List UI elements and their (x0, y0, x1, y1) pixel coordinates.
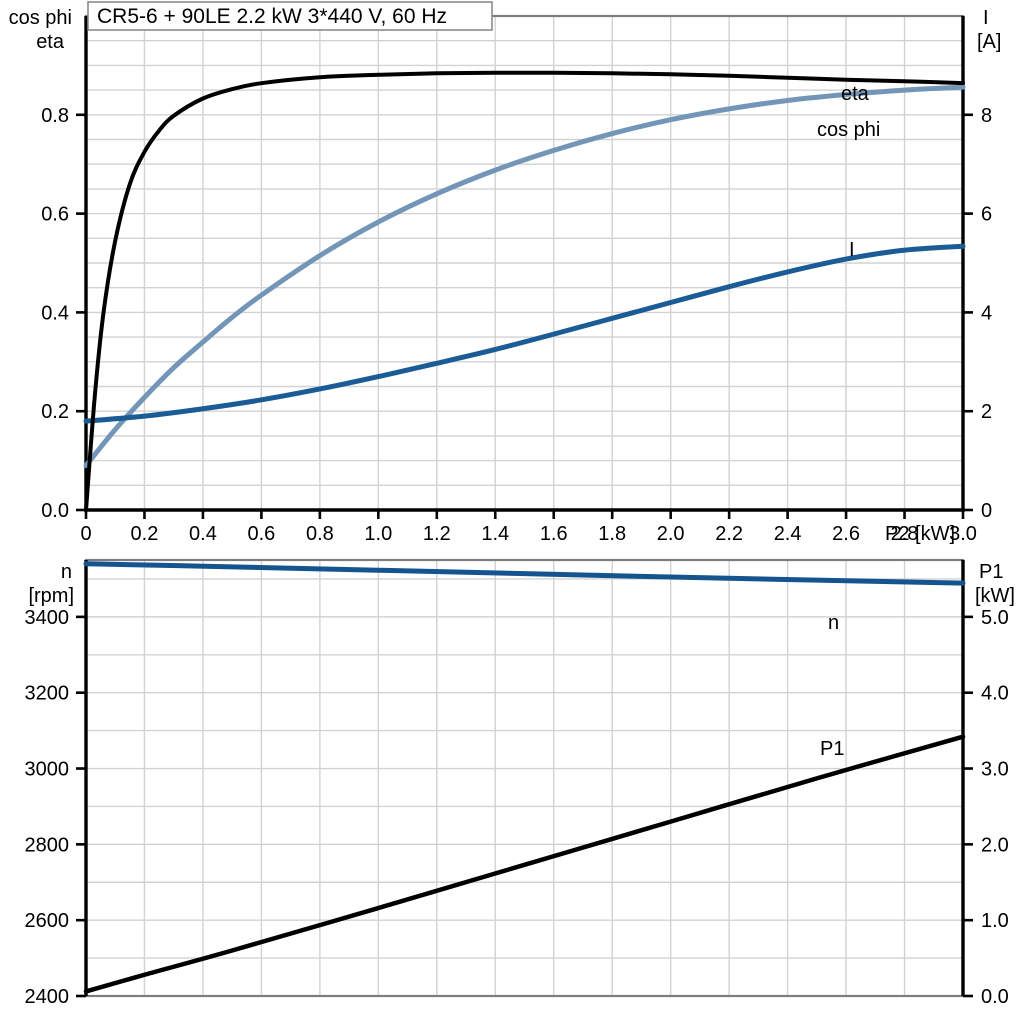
tick-label-right: 5.0 (981, 607, 1009, 629)
tick-label-left: 2600 (25, 910, 70, 932)
tick-label-left: 0.6 (41, 204, 69, 226)
tick-label-right: 1.0 (981, 910, 1009, 932)
curve-label-cos-phi: cos phi (817, 119, 880, 141)
chart-title-text: CR5-6 + 90LE 2.2 kW 3*440 V, 60 Hz (97, 5, 447, 28)
tick-label-left: 0.2 (41, 401, 69, 423)
tick-label-x: 1.6 (540, 523, 568, 545)
top-right-axis-title-line2: [A] (977, 31, 1001, 53)
tick-label-x: 1.8 (598, 523, 626, 545)
top-chart-gridlines (85, 15, 964, 511)
top-chart-curves (83, 70, 966, 512)
tick-label-right: 2.0 (981, 834, 1009, 856)
tick-label-x: 2.8 (891, 523, 919, 545)
tick-label-right: 0.0 (981, 986, 1009, 1008)
bottom-chart-left-axis-ticks: 2400 2600 2800 3000 3200 3400 (25, 607, 86, 1008)
tick-label-left: 3400 (25, 607, 70, 629)
curve-label-eta: eta (841, 83, 870, 105)
top-left-axis-title-line2: eta (36, 31, 65, 53)
curve-p1 (83, 734, 966, 994)
tick-label-right: 3.0 (981, 759, 1009, 781)
tick-label-x: 0.8 (306, 523, 334, 545)
tick-label-left: 2400 (25, 986, 70, 1008)
bottom-left-axis-title-line1: n (61, 561, 72, 583)
tick-label-x: 2.6 (832, 523, 860, 545)
curve-current (83, 243, 966, 424)
curve-label-p1: P1 (820, 738, 844, 760)
tick-label-right: 4 (981, 302, 992, 324)
tick-label-x: 2.4 (774, 523, 802, 545)
tick-label-x: 1.0 (364, 523, 392, 545)
tick-label-x: 0 (80, 523, 91, 545)
tick-label-x: 2.2 (715, 523, 743, 545)
bottom-chart-right-axis-ticks: 0.0 1.0 2.0 3.0 4.0 5.0 (963, 607, 1009, 1008)
tick-label-right: 8 (981, 105, 992, 127)
tick-label-x: 3.0 (949, 523, 977, 545)
bottom-left-axis-title-line2: [rpm] (28, 585, 74, 607)
chart-title-box-border (87, 1, 493, 31)
curve-speed (83, 561, 966, 586)
tick-label-left: 0.0 (41, 500, 69, 522)
bottom-right-axis-title-line1: P1 (979, 561, 1003, 583)
curve-eta (84, 70, 965, 512)
bottom-right-axis-title-line2: [kW] (975, 585, 1015, 607)
top-chart-panel: 0.0 0.2 0.4 0.6 0.8 0 2 4 6 8 0 0.2 0.4 0.6 0.8 1.0 1.2 1… (9, 1, 1001, 545)
curve-label-speed: n (828, 612, 839, 634)
tick-label-left: 3000 (25, 759, 70, 781)
curve-cos-phi (83, 84, 966, 469)
tick-label-right: 4.0 (981, 683, 1009, 705)
tick-label-left: 2800 (25, 834, 70, 856)
tick-label-left: 3200 (25, 683, 70, 705)
tick-label-x: 1.2 (423, 523, 451, 545)
top-right-axis-title-line1: I (983, 7, 989, 29)
tick-label-x: 0.4 (189, 523, 217, 545)
tick-label-right: 6 (981, 204, 992, 226)
tick-label-x: 1.4 (481, 523, 509, 545)
tick-label-left: 0.4 (41, 302, 69, 324)
bottom-chart-panel: 2400 2600 2800 3000 3200 3400 0.0 1.0 2.0 3.0 4.0 5… (25, 558, 1015, 1008)
tick-label-x: 2.0 (657, 523, 685, 545)
top-chart-x-axis-ticks: 0 0.2 0.4 0.6 0.8 1.0 1.2 1.4 1.6 1.8 2.0 2.2 2.4 2.6… (80, 510, 977, 545)
curve-label-current: I (849, 239, 855, 261)
top-chart-left-axis-ticks: 0.0 0.2 0.4 0.6 0.8 (41, 105, 86, 522)
top-left-axis-title-line1: cos phi (9, 7, 72, 29)
chart-title-box: CR5-6 + 90LE 2.2 kW 3*440 V, 60 Hz (87, 1, 493, 31)
tick-label-x: 0.6 (247, 523, 275, 545)
tick-label-x: 0.2 (131, 523, 159, 545)
bottom-chart-curves (83, 561, 966, 994)
tick-label-right: 2 (981, 401, 992, 423)
top-x-axis-title: P2 [kW] (885, 523, 955, 545)
tick-label-left: 0.8 (41, 105, 69, 127)
tick-label-right: 0 (981, 500, 992, 522)
top-chart-right-axis-ticks: 0 2 4 6 8 (963, 105, 992, 522)
